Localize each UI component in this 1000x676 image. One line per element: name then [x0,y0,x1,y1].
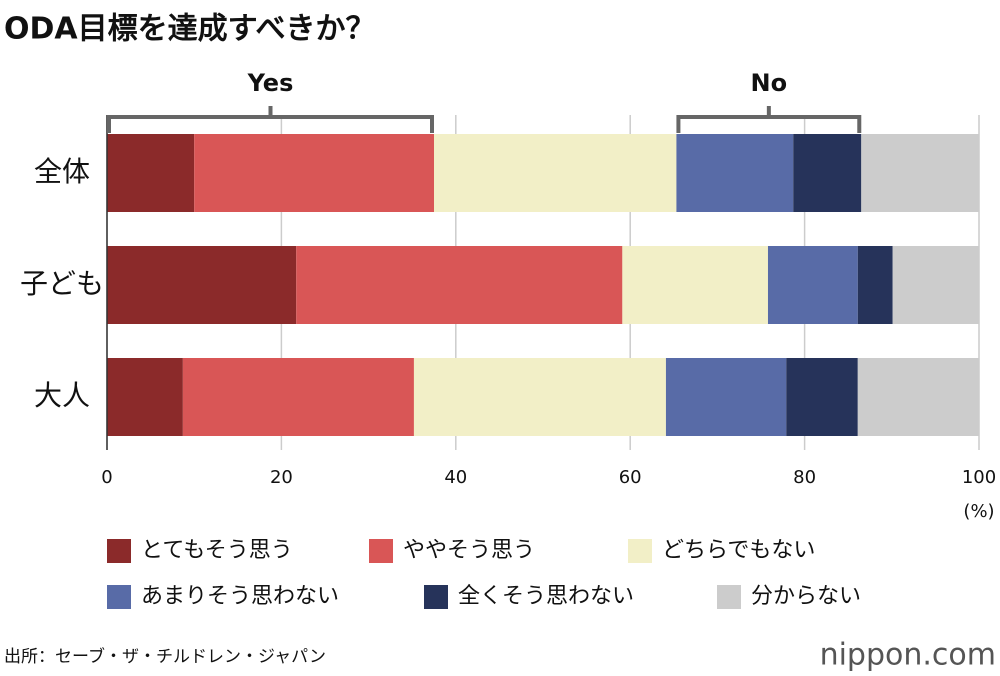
bracket [107,106,434,133]
legend-label: とてもそう思う [141,538,293,563]
legend-swatch [628,539,652,563]
legend-label: 分からない [751,584,861,609]
source: 出所：セーブ・ザ・チルドレン・ジャパン [4,646,326,667]
legend-swatch [107,539,131,563]
legend-label: どちらでもない [662,538,815,563]
bar-segment [786,358,858,436]
annotation: No [751,69,788,97]
legend-label: ややそう思う [403,538,535,563]
bar-segment [857,246,893,324]
y-tick-label: 全体 [34,155,90,188]
bar-segment [861,134,979,212]
logo: nippon.com [820,638,996,673]
chart-title: ODA目標を達成すべきか？ [4,12,376,47]
bar-segment [622,246,768,324]
bar-segment [107,246,297,324]
y-tick-label: 大人 [34,379,90,412]
legend-label: あまりそう思わない [141,584,339,609]
annotation: Yes [247,69,294,97]
bar-segment [767,246,858,324]
bar-segment [892,246,979,324]
bar-segment [857,358,979,436]
legend-swatch [107,585,131,609]
bar-segment [676,134,794,212]
bar-segment [665,358,787,436]
bar-segment [413,358,666,436]
bar-segment [296,246,623,324]
x-tick-label: 100 [962,467,996,488]
x-tick-label: 40 [444,467,467,488]
x-tick-label: 0 [101,467,112,488]
bar-segment [194,134,434,212]
x-tick-label: 20 [270,467,293,488]
bracket [676,106,862,133]
legend-swatch [424,585,448,609]
bar-segment [107,358,183,436]
x-tick-label: 80 [793,467,816,488]
legend-swatch [717,585,741,609]
bar-segment [434,134,677,212]
bar-segment [793,134,862,212]
x-tick-label: 60 [619,467,642,488]
x-axis-label: (%) [963,501,994,522]
bar-segment [107,134,195,212]
legend-label: 全くそう思わない [458,584,634,609]
y-tick-label: 子ども [20,267,104,300]
bar-segment [182,358,414,436]
legend-swatch [369,539,393,563]
